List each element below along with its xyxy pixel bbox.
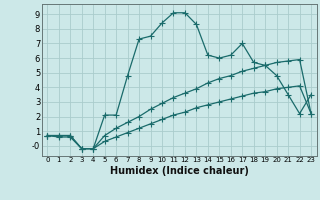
X-axis label: Humidex (Indice chaleur): Humidex (Indice chaleur) [110,166,249,176]
